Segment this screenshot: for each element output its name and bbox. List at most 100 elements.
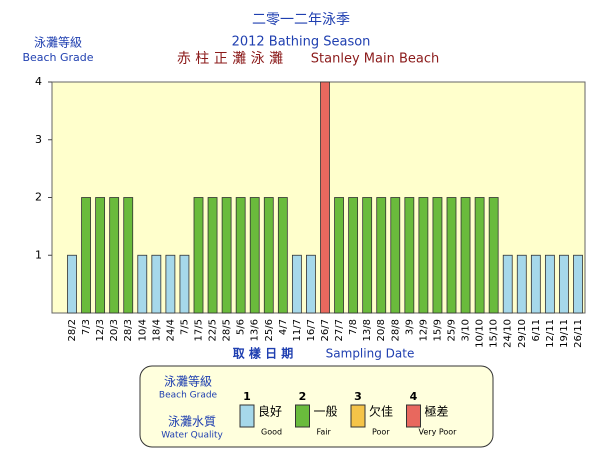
x-tick-label: 25/6 [264,319,275,341]
x-tick-label: 12/9 [418,319,429,341]
x-tick-label: 28/5 [222,319,233,341]
legend-label-en: Good [261,428,282,437]
bar [502,254,513,314]
bar [559,254,569,314]
y-tick-label: 1 [35,248,42,261]
legend-label-en: Very Poor [419,428,458,437]
x-tick-label: 26/7 [320,319,331,341]
x-tick-label: 3/9 [404,319,415,335]
title-zh: 二零一二年泳季 [252,12,350,28]
bar [165,254,176,314]
bar [530,254,541,314]
bar [151,254,162,314]
bar [137,254,148,314]
x-tick-label: 13/8 [362,319,373,341]
x-tick-label: 16/7 [306,319,317,341]
x-tick-label: 22/5 [208,319,219,341]
x-tick-label: 13/6 [250,319,261,341]
bar [488,197,499,314]
bar [376,197,387,314]
beach-en: Stanley Main Beach [311,52,439,67]
x-tick-label: 25/9 [447,319,458,341]
bar [404,197,415,314]
bar [221,197,232,314]
legend-grade: 3 [354,390,362,403]
x-tick-label: 28/2 [67,319,78,341]
x-tick-label: 12/11 [545,319,556,348]
bar [249,197,260,314]
bar [334,197,344,314]
x-tick-label: 28/8 [390,319,401,341]
bar [460,197,471,314]
x-tick-label: 19/11 [559,319,570,348]
bar [235,197,246,314]
x-tick-label: 17/5 [194,319,205,341]
x-tick-label: 4/7 [278,319,289,335]
bar [446,197,457,314]
legend-box [139,365,494,448]
legend-grade: 4 [410,390,418,403]
legend-grade: 2 [299,390,307,403]
x-tick-label: 7/5 [179,319,190,335]
legend-quality-zh: 泳灘水質 [168,414,216,429]
legend-label-zh: 一般 [314,404,338,419]
x-tick-label: 28/3 [123,319,134,341]
x-tick-label: 20/8 [376,319,387,341]
x-tick-label: 24/4 [165,319,176,341]
x-tick-label: 15/10 [489,319,500,348]
y-tick-label: 4 [35,75,42,88]
bar [348,197,359,314]
y-tick-label: 2 [35,191,42,204]
x-tick-label: 11/7 [292,319,303,341]
bar [207,197,218,314]
legend-swatch [295,404,310,428]
bar [277,197,288,314]
x-tick-label: 18/4 [151,319,162,341]
x-tick-label: 26/11 [573,319,584,348]
title-en: 2012 Bathing Season [232,35,371,50]
legend-label-en: Fair [317,428,332,437]
bar [320,81,330,314]
bar [390,197,401,314]
y-label-zh: 泳灘等級 [34,36,82,50]
x-tick-label: 27/7 [334,319,345,341]
x-tick-label: 7/3 [81,319,92,335]
legend-swatch [239,404,255,428]
bar [516,254,527,314]
bar [474,197,485,314]
x-tick-label: 15/9 [432,319,443,341]
bar [544,254,555,314]
legend-swatch [350,404,366,428]
x-tick-label: 10/10 [475,319,486,348]
bar [432,197,443,314]
bar [263,197,274,314]
bar [109,197,120,314]
y-tick-label: 3 [35,133,42,146]
legend-grade: 1 [243,390,251,403]
legend-label-zh: 良好 [258,404,282,419]
bar [573,254,583,314]
legend-label-zh: 極差 [425,404,449,419]
legend-grade-zh: 泳灘等級 [164,375,212,389]
x-tick-label: 3/10 [461,319,472,341]
x-tick-label: 10/4 [137,319,148,341]
x-tick-label: 5/6 [236,319,247,335]
x-tick-label: 12/3 [95,319,106,341]
bar [67,254,77,314]
beach-zh: 赤 柱 正 灘 泳 灘 [177,51,283,67]
legend-label-en: Poor [372,428,390,437]
x-label-en: Sampling Date [326,347,415,361]
bar [291,254,302,314]
x-tick-label: 29/10 [517,319,528,348]
bar [418,197,429,314]
legend-swatch [406,404,421,428]
x-tick-label: 6/11 [531,319,542,341]
legend-label-zh: 欠佳 [369,404,393,419]
bar [193,197,204,314]
bar [81,197,91,314]
x-label-zh: 取 樣 日 期 [233,346,294,361]
bar [362,197,373,314]
bar [123,197,134,314]
x-tick-label: 7/8 [348,319,359,335]
